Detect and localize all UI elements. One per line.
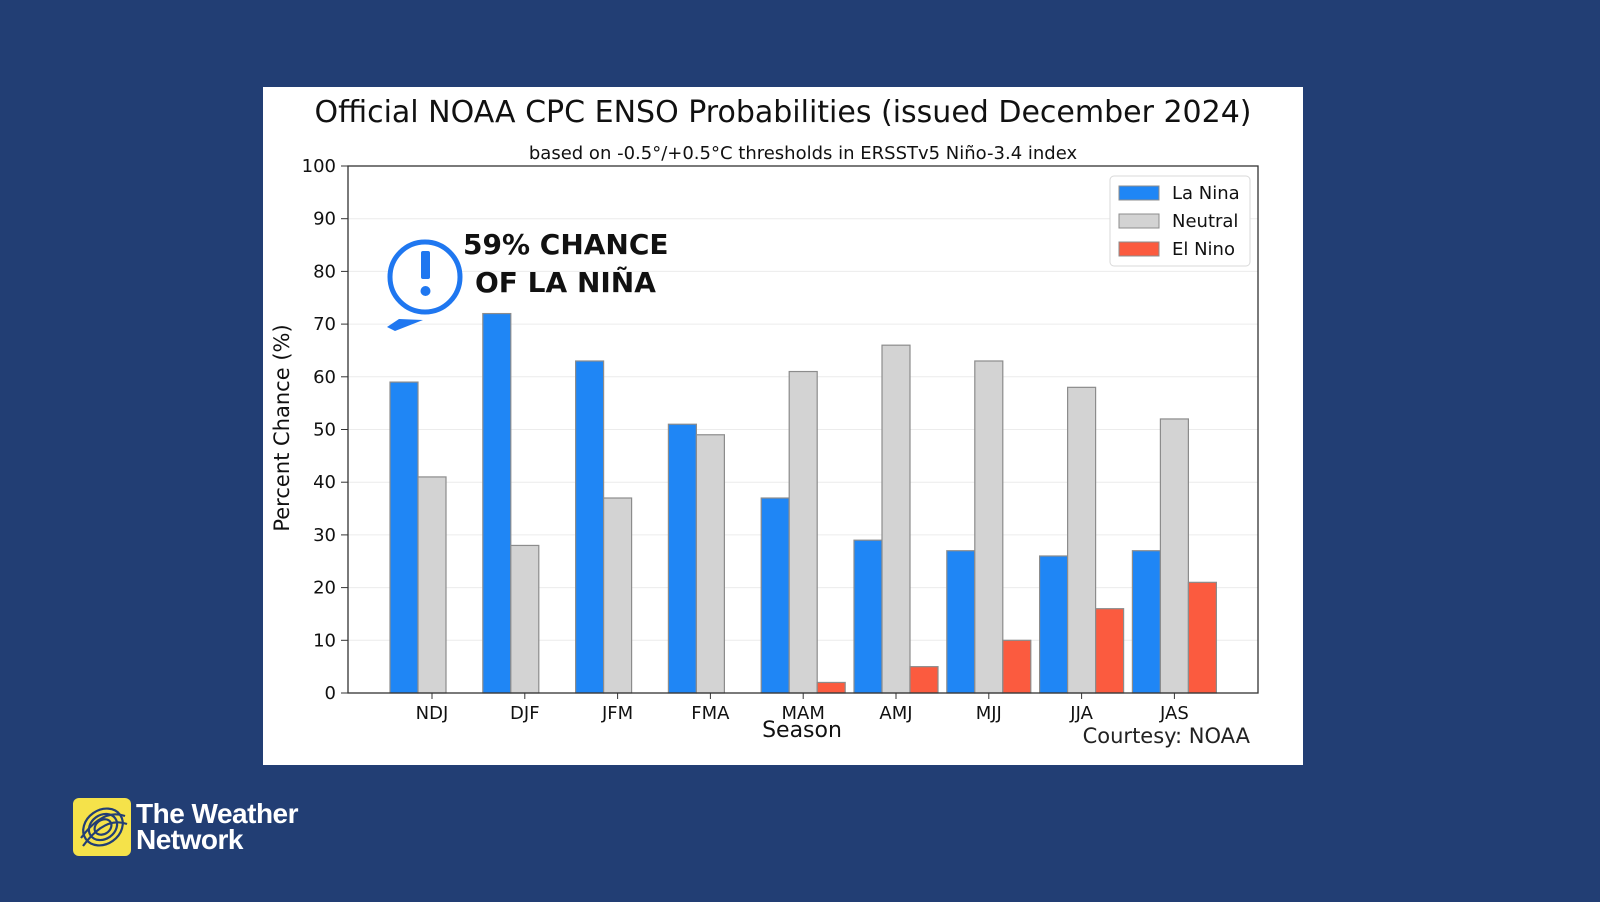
bar-la-nina-jas <box>1131 550 1162 694</box>
x-tick-label: JFM <box>601 703 633 724</box>
brand-logo: The Weather Network <box>73 798 299 856</box>
brand-name: The Weather Network <box>136 798 299 855</box>
chart-card: Official NOAA CPC ENSO Probabilities (is… <box>263 87 1303 765</box>
bar-la-nina-mjj <box>946 550 976 694</box>
bar-la-nina-mam <box>760 497 790 694</box>
y-tick-labels: 0 10 20 30 40 50 60 70 80 90 100 <box>302 156 336 704</box>
callout: 59% CHANCE OF LA NIÑA <box>387 228 669 331</box>
plot-frame <box>347 165 1259 694</box>
credit-text: Courtesy: NOAA <box>1083 724 1251 748</box>
legend-swatch <box>1118 185 1160 201</box>
axes <box>341 165 1259 699</box>
bar-la-nina-fma <box>667 423 697 694</box>
x-tick-label: AMJ <box>879 703 912 724</box>
bar-el-nino-jja <box>1094 608 1125 694</box>
bars <box>389 312 1218 694</box>
chart-title: Official NOAA CPC ENSO Probabilities (is… <box>314 95 1251 130</box>
bar-la-nina-ndj <box>389 381 419 694</box>
x-axis-label: Season <box>762 718 842 743</box>
brand-line-1: The Weather <box>136 798 299 829</box>
y-tick-label: 60 <box>313 367 336 388</box>
bar-la-nina-jfm <box>575 360 605 694</box>
bar-neutral-jja <box>1066 386 1097 694</box>
bar-el-nino-mjj <box>1002 639 1032 694</box>
brand-line-2: Network <box>136 824 243 855</box>
legend-swatch <box>1118 213 1160 229</box>
legend-label: El Nino <box>1172 239 1235 260</box>
y-tick-label: 90 <box>313 209 336 230</box>
bar-el-nino-jas <box>1187 581 1218 694</box>
y-tick-label: 10 <box>313 630 336 651</box>
bar-neutral-amj <box>881 344 911 694</box>
y-tick-label: 20 <box>313 578 336 599</box>
y-tick-label: 70 <box>313 314 336 335</box>
x-tick-label: DJF <box>510 703 540 724</box>
bar-neutral-jas <box>1159 418 1190 694</box>
y-tick-label: 0 <box>325 683 336 704</box>
callout-line-2: OF LA NIÑA <box>475 265 656 299</box>
legend-swatch <box>1118 241 1160 257</box>
bar-neutral-ndj <box>417 476 447 694</box>
x-tick-label: FMA <box>691 703 730 724</box>
alert-speech-bubble-icon <box>387 239 463 331</box>
legend-label: Neutral <box>1172 211 1238 232</box>
y-axis-label: Percent Chance (%) <box>270 324 294 531</box>
x-tick-label: JJA <box>1069 703 1093 724</box>
x-tick-labels: NDJ DJF JFM FMA MAM AMJ MJJ JJA JAS <box>416 703 1189 724</box>
y-tick-label: 50 <box>313 420 336 441</box>
bar-el-nino-mam <box>816 681 846 694</box>
y-tick-label: 40 <box>313 472 336 493</box>
x-tick-label: MJJ <box>976 703 1002 724</box>
bar-neutral-jfm <box>603 497 633 694</box>
x-tick-label: NDJ <box>416 703 449 724</box>
x-tick-label: MAM <box>782 703 825 724</box>
y-tick-label: 80 <box>313 261 336 282</box>
y-tick-label: 100 <box>302 156 336 177</box>
chart-subtitle: based on -0.5°/+0.5°C thresholds in ERSS… <box>529 143 1078 164</box>
weather-network-logo-icon <box>73 798 131 856</box>
bar-neutral-fma <box>695 434 725 694</box>
bar-el-nino-amj <box>909 666 939 694</box>
y-tick-label: 30 <box>313 525 336 546</box>
x-tick-label: JAS <box>1159 703 1189 724</box>
bar-neutral-mjj <box>974 360 1004 694</box>
callout-line-1: 59% CHANCE <box>463 228 669 261</box>
enso-probability-chart: Official NOAA CPC ENSO Probabilities (is… <box>270 95 1259 748</box>
bar-la-nina-amj <box>853 539 883 694</box>
bar-neutral-djf <box>510 544 540 694</box>
bar-neutral-mam <box>788 370 818 694</box>
bar-la-nina-djf <box>482 312 512 694</box>
legend-label: La Nina <box>1172 183 1240 204</box>
bar-la-nina-jja <box>1038 555 1069 694</box>
legend: La Nina Neutral El Nino <box>1109 175 1251 267</box>
